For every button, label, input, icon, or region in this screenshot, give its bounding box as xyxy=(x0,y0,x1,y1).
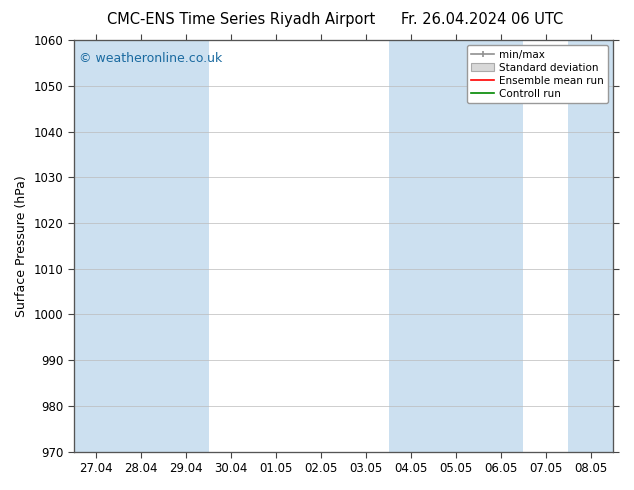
Bar xyxy=(389,40,434,452)
Text: © weatheronline.co.uk: © weatheronline.co.uk xyxy=(79,52,223,66)
Y-axis label: Surface Pressure (hPa): Surface Pressure (hPa) xyxy=(15,175,28,317)
Bar xyxy=(434,40,524,452)
Text: CMC-ENS Time Series Riyadh Airport: CMC-ENS Time Series Riyadh Airport xyxy=(107,12,375,27)
Bar xyxy=(569,40,616,452)
Bar xyxy=(119,40,209,452)
Text: Fr. 26.04.2024 06 UTC: Fr. 26.04.2024 06 UTC xyxy=(401,12,563,27)
Legend: min/max, Standard deviation, Ensemble mean run, Controll run: min/max, Standard deviation, Ensemble me… xyxy=(467,46,608,103)
Bar xyxy=(74,40,119,452)
